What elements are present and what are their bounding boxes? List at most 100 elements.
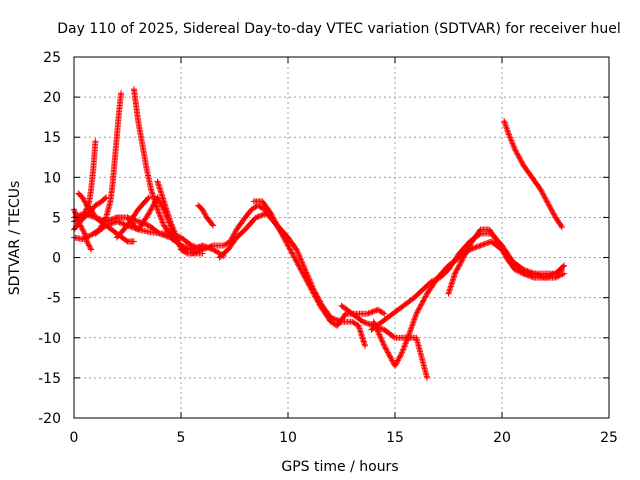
- y-tick-label: 15: [43, 130, 61, 146]
- data-point: [558, 271, 565, 278]
- data-point: [508, 138, 515, 145]
- data-point: [168, 230, 175, 237]
- data-point: [393, 360, 400, 367]
- data-point: [467, 241, 474, 248]
- y-tick-label: -20: [38, 411, 61, 427]
- data-point: [415, 306, 422, 313]
- data-point: [190, 250, 197, 257]
- data-point: [77, 222, 84, 229]
- data-point: [81, 198, 88, 205]
- data-point: [292, 255, 299, 262]
- data-point: [309, 287, 316, 294]
- data-point: [272, 218, 279, 225]
- data-point: [473, 244, 480, 251]
- data-point: [88, 212, 95, 219]
- data-point: [274, 222, 281, 229]
- data-point: [465, 245, 472, 252]
- data-point: [169, 231, 176, 238]
- data-point: [83, 234, 90, 241]
- data-point: [387, 354, 394, 361]
- data-point: [84, 239, 91, 246]
- data-point: [480, 241, 487, 248]
- data-point: [136, 218, 143, 225]
- data-point: [155, 229, 162, 236]
- data-point: [363, 320, 370, 327]
- data-point: [294, 261, 301, 268]
- data-point: [273, 221, 280, 228]
- data-point: [145, 210, 152, 217]
- data-point: [195, 245, 202, 252]
- data-point: [294, 249, 301, 256]
- data-point: [462, 250, 469, 257]
- data-point: [202, 211, 209, 218]
- data-point: [303, 277, 310, 284]
- y-tick-labels: -20 -15 -10 -5 0 5 10 15 20 25: [38, 50, 61, 427]
- data-point: [144, 221, 151, 228]
- data-point: [461, 253, 468, 260]
- data-point: [416, 304, 423, 311]
- data-point: [428, 278, 435, 285]
- data-point: [400, 346, 407, 353]
- data-point: [416, 305, 423, 312]
- data-point: [116, 219, 123, 226]
- data-point: [404, 336, 411, 343]
- data-point: [376, 331, 383, 338]
- data-point: [382, 345, 389, 352]
- data-point: [514, 151, 521, 158]
- data-point: [271, 217, 278, 224]
- data-point: [539, 190, 546, 197]
- data-point: [513, 148, 520, 155]
- data-point: [131, 216, 138, 223]
- data-point: [501, 251, 508, 258]
- data-point: [282, 238, 289, 245]
- data-point: [137, 219, 144, 226]
- data-point: [78, 225, 85, 232]
- data-point: [555, 273, 562, 280]
- data-point: [401, 342, 408, 349]
- data-point: [518, 159, 525, 166]
- data-point: [201, 210, 208, 217]
- data-point: [387, 353, 394, 360]
- data-point: [135, 218, 142, 225]
- data-point: [413, 310, 420, 317]
- data-point: [540, 191, 547, 198]
- data-point: [288, 249, 295, 256]
- data-point: [309, 289, 316, 296]
- data-point: [463, 249, 470, 256]
- data-point: [541, 194, 548, 201]
- data-point: [432, 276, 439, 283]
- data-point: [382, 344, 389, 351]
- data-point: [148, 206, 155, 213]
- data-point: [470, 245, 477, 252]
- y-tick-label: 10: [43, 170, 61, 186]
- data-point: [295, 262, 302, 269]
- data-point: [198, 246, 205, 253]
- data-point: [392, 362, 398, 369]
- data-points: [71, 86, 568, 381]
- data-point: [518, 158, 525, 165]
- data-point: [370, 318, 377, 325]
- data-point: [359, 318, 366, 325]
- data-point: [270, 214, 277, 221]
- series-sat-m: [216, 210, 369, 349]
- data-point: [171, 231, 178, 238]
- data-point: [494, 238, 501, 245]
- data-point: [538, 189, 545, 196]
- data-point: [280, 233, 287, 240]
- data-point: [370, 308, 377, 315]
- data-point: [170, 227, 177, 234]
- data-point: [456, 261, 463, 268]
- data-point: [434, 275, 441, 282]
- data-point: [517, 269, 524, 276]
- data-point: [551, 211, 558, 218]
- data-point: [499, 247, 506, 254]
- data-point: [294, 247, 301, 254]
- data-point: [279, 231, 286, 238]
- data-point: [383, 346, 390, 353]
- data-point: [381, 342, 388, 349]
- data-point: [298, 257, 305, 264]
- series-sat-u: [113, 214, 206, 253]
- data-point: [547, 205, 554, 212]
- data-point: [537, 186, 544, 193]
- data-point: [513, 267, 520, 274]
